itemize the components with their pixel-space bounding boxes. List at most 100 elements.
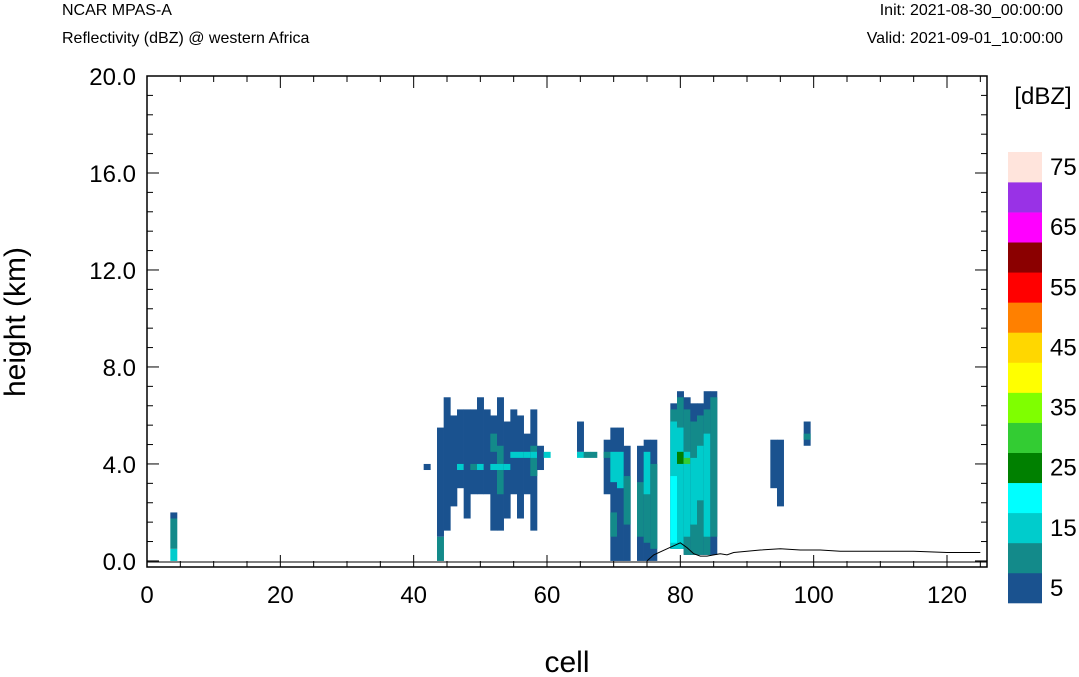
colorbar-label: 15 (1050, 515, 1077, 542)
colorbar-labels: 5 15 25 35 45 55 65 75 (1050, 154, 1077, 602)
reflectivity-cell (617, 451, 624, 489)
reflectivity-cell (517, 415, 524, 519)
reflectivity-cell (610, 427, 618, 561)
reflectivity-cell (603, 451, 611, 458)
reflectivity-cell (610, 512, 618, 537)
reflectivity-cell (477, 397, 484, 495)
reflectivity-cell (523, 451, 531, 458)
x-tick-label: 80 (667, 582, 694, 609)
x-tick-label: 100 (794, 582, 834, 609)
colorbar-swatch (1008, 572, 1042, 604)
reflectivity-cell (770, 439, 778, 489)
reflectivity-cell (530, 451, 538, 458)
colorbar-swatch (1008, 242, 1042, 273)
model-title: NCAR MPAS-A (62, 2, 172, 19)
reflectivity-cell (470, 463, 478, 471)
y-tick-label: 20.0 (89, 64, 136, 91)
colorbar-label: 55 (1050, 274, 1077, 301)
colorbar-label: 5 (1050, 575, 1063, 602)
valid-time: Valid: 2021-09-01_10:00:00 (866, 30, 1063, 47)
x-tick-label: 40 (400, 582, 427, 609)
reflectivity-cells (170, 391, 811, 561)
colorbar (1008, 152, 1042, 604)
colorbar-swatch (1008, 542, 1042, 574)
terrain-line (646, 542, 981, 562)
reflectivity-cell (457, 409, 464, 489)
x-tick-labels: 0 20 40 60 80 100 120 (140, 582, 967, 609)
x-tick-label: 120 (927, 582, 967, 609)
colorbar-swatch (1008, 392, 1042, 423)
reflectivity-cell (577, 421, 584, 452)
y-tick-label: 16.0 (89, 161, 136, 188)
colorbar-swatch (1008, 362, 1042, 393)
reflectivity-cell (523, 433, 531, 495)
reflectivity-cell (703, 433, 711, 537)
reflectivity-cell (583, 451, 591, 458)
colorbar-swatch (1008, 422, 1042, 453)
reflectivity-cell (503, 421, 511, 519)
reflectivity-cell (690, 457, 698, 525)
reflectivity-cell (530, 445, 538, 477)
init-time: Init: 2021-08-30_00:00:00 (879, 2, 1063, 19)
colorbar-label: 75 (1050, 154, 1077, 181)
reflectivity-cell (623, 476, 631, 525)
y-tick-label: 4.0 (103, 452, 136, 479)
reflectivity-cell (477, 463, 484, 471)
reflectivity-cell (590, 451, 598, 458)
reflectivity-cell (577, 451, 584, 458)
reflectivity-cell (437, 536, 444, 561)
y-tick-label: 12.0 (89, 258, 136, 285)
reflectivity-cell (617, 427, 624, 561)
colorbar-label: 45 (1050, 334, 1077, 361)
reflectivity-cell (423, 463, 431, 471)
colorbar-label: 35 (1050, 395, 1077, 422)
y-tick-label: 0.0 (103, 549, 136, 576)
colorbar-unit: [dBZ] (1014, 83, 1071, 110)
reflectivity-cell (543, 451, 551, 458)
x-tick-label: 0 (140, 582, 153, 609)
reflectivity-cell (470, 409, 478, 495)
colorbar-swatch (1008, 332, 1042, 363)
reflectivity-cell (490, 415, 498, 531)
reflectivity-cell (610, 451, 618, 483)
reflectivity-cell (643, 470, 651, 543)
reflectivity-cell (170, 512, 178, 519)
reflectivity-cell (803, 433, 811, 440)
reflectivity-cell (603, 439, 611, 495)
colorbar-swatch (1008, 302, 1042, 333)
reflectivity-cell (537, 445, 544, 471)
y-axis-label: height (km) (0, 247, 32, 397)
plot-frame (146, 75, 988, 568)
reflectivity-cell (643, 451, 651, 495)
reflectivity-cell (510, 451, 518, 458)
y-tick-label: 8.0 (103, 355, 136, 382)
colorbar-swatch (1008, 152, 1042, 183)
reflectivity-cell (170, 518, 178, 549)
colorbar-label: 65 (1050, 214, 1077, 241)
colorbar-swatch (1008, 452, 1042, 484)
colorbar-swatch (1008, 182, 1042, 213)
reflectivity-cell (463, 409, 471, 519)
colorbar-swatch (1008, 272, 1042, 303)
colorbar-swatch (1008, 512, 1042, 544)
reflectivity-cell (490, 433, 498, 452)
reflectivity-cell (170, 548, 178, 561)
colorbar-label: 25 (1050, 455, 1077, 482)
x-tick-label: 60 (534, 582, 561, 609)
reflectivity-cell (490, 463, 498, 471)
reflectivity-cell (437, 427, 444, 537)
reflectivity-cell (683, 457, 691, 464)
reflectivity-cell (483, 409, 491, 495)
x-tick-label: 20 (267, 582, 294, 609)
reflectivity-cell (637, 482, 644, 537)
colorbar-swatch (1008, 482, 1042, 514)
reflectivity-cell (497, 463, 504, 471)
reflectivity-cell (450, 415, 458, 507)
reflectivity-cell (683, 451, 691, 537)
reflectivity-cell (503, 463, 511, 471)
plot-axes (146, 75, 988, 568)
reflectivity-cell (650, 463, 658, 549)
y-tick-labels: 0.0 4.0 8.0 12.0 16.0 20.0 (89, 64, 136, 576)
reflectivity-cell (457, 463, 464, 471)
